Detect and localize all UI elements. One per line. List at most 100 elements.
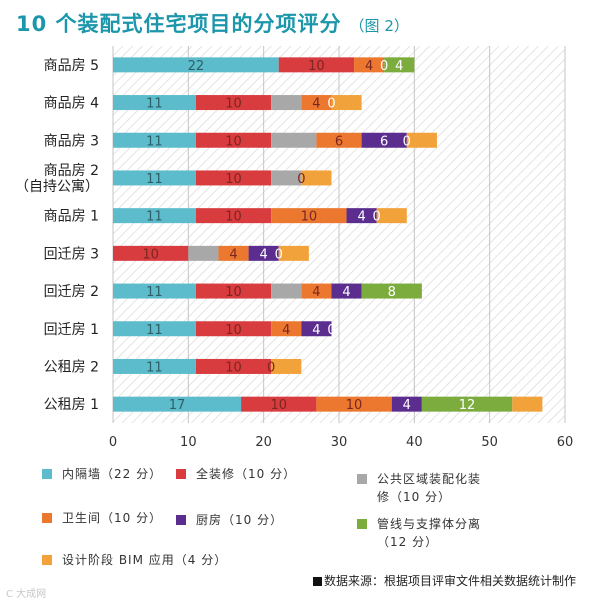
bar-segment-bath: [316, 396, 392, 412]
x-tick-label-20: 20: [255, 435, 272, 450]
data-label-inner: 11: [146, 285, 163, 300]
data-label-bath: 4: [365, 59, 373, 74]
data-label-decor: 10: [225, 210, 242, 225]
bar-segment-decor: [195, 132, 272, 148]
category-label-5-0: 回迁房 3: [44, 246, 99, 262]
data-label-decor: 10: [225, 360, 242, 375]
bar-segment-bath: [301, 283, 332, 299]
bar-row-0: 22 10 4 0 4: [113, 57, 415, 74]
bar-segment-decor: [278, 57, 355, 73]
legend-item-public: 公共区域装配化装修（10 分）: [357, 470, 492, 506]
category-label-9-0: 公租房 1: [44, 397, 99, 413]
x-tick-labels: 0 10 20 30 40 50 60: [109, 435, 573, 450]
category-label-6-0: 回迁房 2: [44, 284, 99, 300]
data-label-kitchen: 0: [327, 97, 335, 112]
bar-segment-public: [271, 95, 302, 111]
data-label-inner: 11: [146, 134, 163, 149]
legend-swatch-bim: [42, 555, 52, 565]
data-label-kitchen: 4: [260, 247, 268, 262]
data-label-bath: 0: [267, 360, 275, 375]
bar-segment-decor: [241, 396, 317, 412]
bar-segment-pipe: [421, 396, 513, 412]
stacked-bar-chart: 22 10 4 0 411 10 4 011 10 6 6 011 10 011 10 10 4 010 4 4 011…: [15, 46, 573, 450]
source-square-icon: [312, 577, 322, 586]
legend-swatch-public: [357, 474, 367, 484]
data-label-pipe: 0: [275, 247, 283, 262]
bar-segment-public: [271, 132, 317, 148]
data-label-pipe: 0: [327, 323, 335, 338]
legend-item-pipe: 管线与支撑体分离（12 分）: [357, 515, 492, 551]
legend-label-inner: 内隔墙（22 分）: [62, 467, 163, 481]
x-tick-label-30: 30: [331, 435, 348, 450]
bar-segment-decor: [195, 95, 272, 111]
data-label-decor: 10: [142, 247, 159, 262]
x-tick-label-60: 60: [557, 435, 574, 450]
bar-segment-kitchen: [346, 208, 377, 224]
bar-segment-inner: [113, 170, 196, 186]
legend-swatch-kitchen: [176, 515, 186, 525]
category-labels: 商品房 5 商品房 4 商品房 3 商品房 2（自持公寓） 商品房 1 回迁房 3 回迁房 …: [15, 58, 99, 413]
bar-segment-bath: [218, 245, 249, 261]
data-label-decor: 10: [225, 97, 242, 112]
bar-row-4: 11 10 10 4 0: [113, 208, 407, 225]
legend-label-pipe: 管线与支撑体分离（12 分）: [377, 517, 482, 549]
data-label-inner: 11: [146, 172, 163, 187]
bar-row-8: 11 10 0: [113, 358, 302, 375]
category-label-3-0: 商品房 2: [44, 163, 99, 179]
bar-segment-kitchen: [301, 321, 332, 337]
bar-segment-bath: [354, 57, 385, 73]
legend-label-decor: 全装修（10 分）: [196, 467, 297, 481]
bar-segment-bim: [406, 132, 437, 148]
data-label-decor: 10: [270, 398, 287, 413]
data-label-inner: 17: [169, 398, 186, 413]
data-label-kitchen: 0: [380, 59, 388, 74]
bar-segment-inner: [113, 208, 196, 224]
data-label-kitchen: 4: [342, 285, 350, 300]
bar-segment-bath: [271, 208, 347, 224]
data-label-inner: 22: [188, 59, 205, 74]
data-label-kitchen: 4: [403, 398, 411, 413]
legend-item-decor: 全装修（10 分）: [176, 465, 296, 483]
data-label-bath: 4: [312, 285, 320, 300]
bar-segment-kitchen: [248, 245, 279, 261]
title-text: 10 个装配式住宅项目的分项评分: [16, 12, 342, 36]
data-label-bath: 4: [229, 247, 237, 262]
legend-item-inner: 内隔墙（22 分）: [42, 465, 162, 483]
data-label-inner: 11: [146, 210, 163, 225]
bar-segment-bim: [271, 358, 302, 374]
data-label-bath: 10: [301, 210, 318, 225]
category-label-3-1: （自持公寓）: [15, 178, 99, 195]
x-tick-label-0: 0: [109, 435, 117, 450]
x-tick-label-40: 40: [406, 435, 423, 450]
data-label-inner: 11: [146, 323, 163, 338]
data-label-decor: 10: [225, 134, 242, 149]
bar-segment-inner: [113, 358, 196, 374]
data-label-kitchen: 6: [380, 134, 388, 149]
category-label-4-0: 商品房 1: [44, 209, 99, 225]
legend-label-public: 公共区域装配化装修（10 分）: [377, 472, 482, 504]
category-label-1-0: 商品房 4: [44, 96, 99, 112]
bar-row-7: 11 10 4 4 0: [113, 321, 336, 338]
data-label-decor: 10: [225, 285, 242, 300]
bar-segment-bim: [278, 245, 309, 261]
bar-segment-pipe: [384, 57, 415, 73]
bar-series: 22 10 4 0 411 10 4 011 10 6 6 011 10 011 10 10 4 010 4 4 011…: [113, 57, 543, 413]
data-label-pipe: 4: [395, 59, 403, 74]
bar-segment-inner: [113, 321, 196, 337]
bar-segment-bim: [301, 170, 332, 186]
legend-item-kitchen: 厨房（10 分）: [176, 511, 283, 529]
bar-segment-decor: [195, 358, 272, 374]
legend-swatch-bath: [42, 513, 52, 523]
bar-segment-bim: [376, 208, 407, 224]
x-tick-label-10: 10: [180, 435, 197, 450]
legend-item-bath: 卫生间（10 分）: [42, 509, 162, 527]
bar-segment-inner: [113, 132, 196, 148]
bar-row-2: 11 10 6 6 0: [113, 132, 437, 149]
watermark: C 大成网: [6, 589, 47, 600]
bar-segment-kitchen: [361, 132, 407, 148]
bar-row-3: 11 10 0: [113, 170, 332, 187]
legend-item-bim: 设计阶段 BIM 应用（4 分）: [42, 551, 227, 569]
data-label-bath: 10: [346, 398, 363, 413]
bar-segment-bim: [512, 396, 543, 412]
bar-segment-public: [271, 170, 302, 186]
